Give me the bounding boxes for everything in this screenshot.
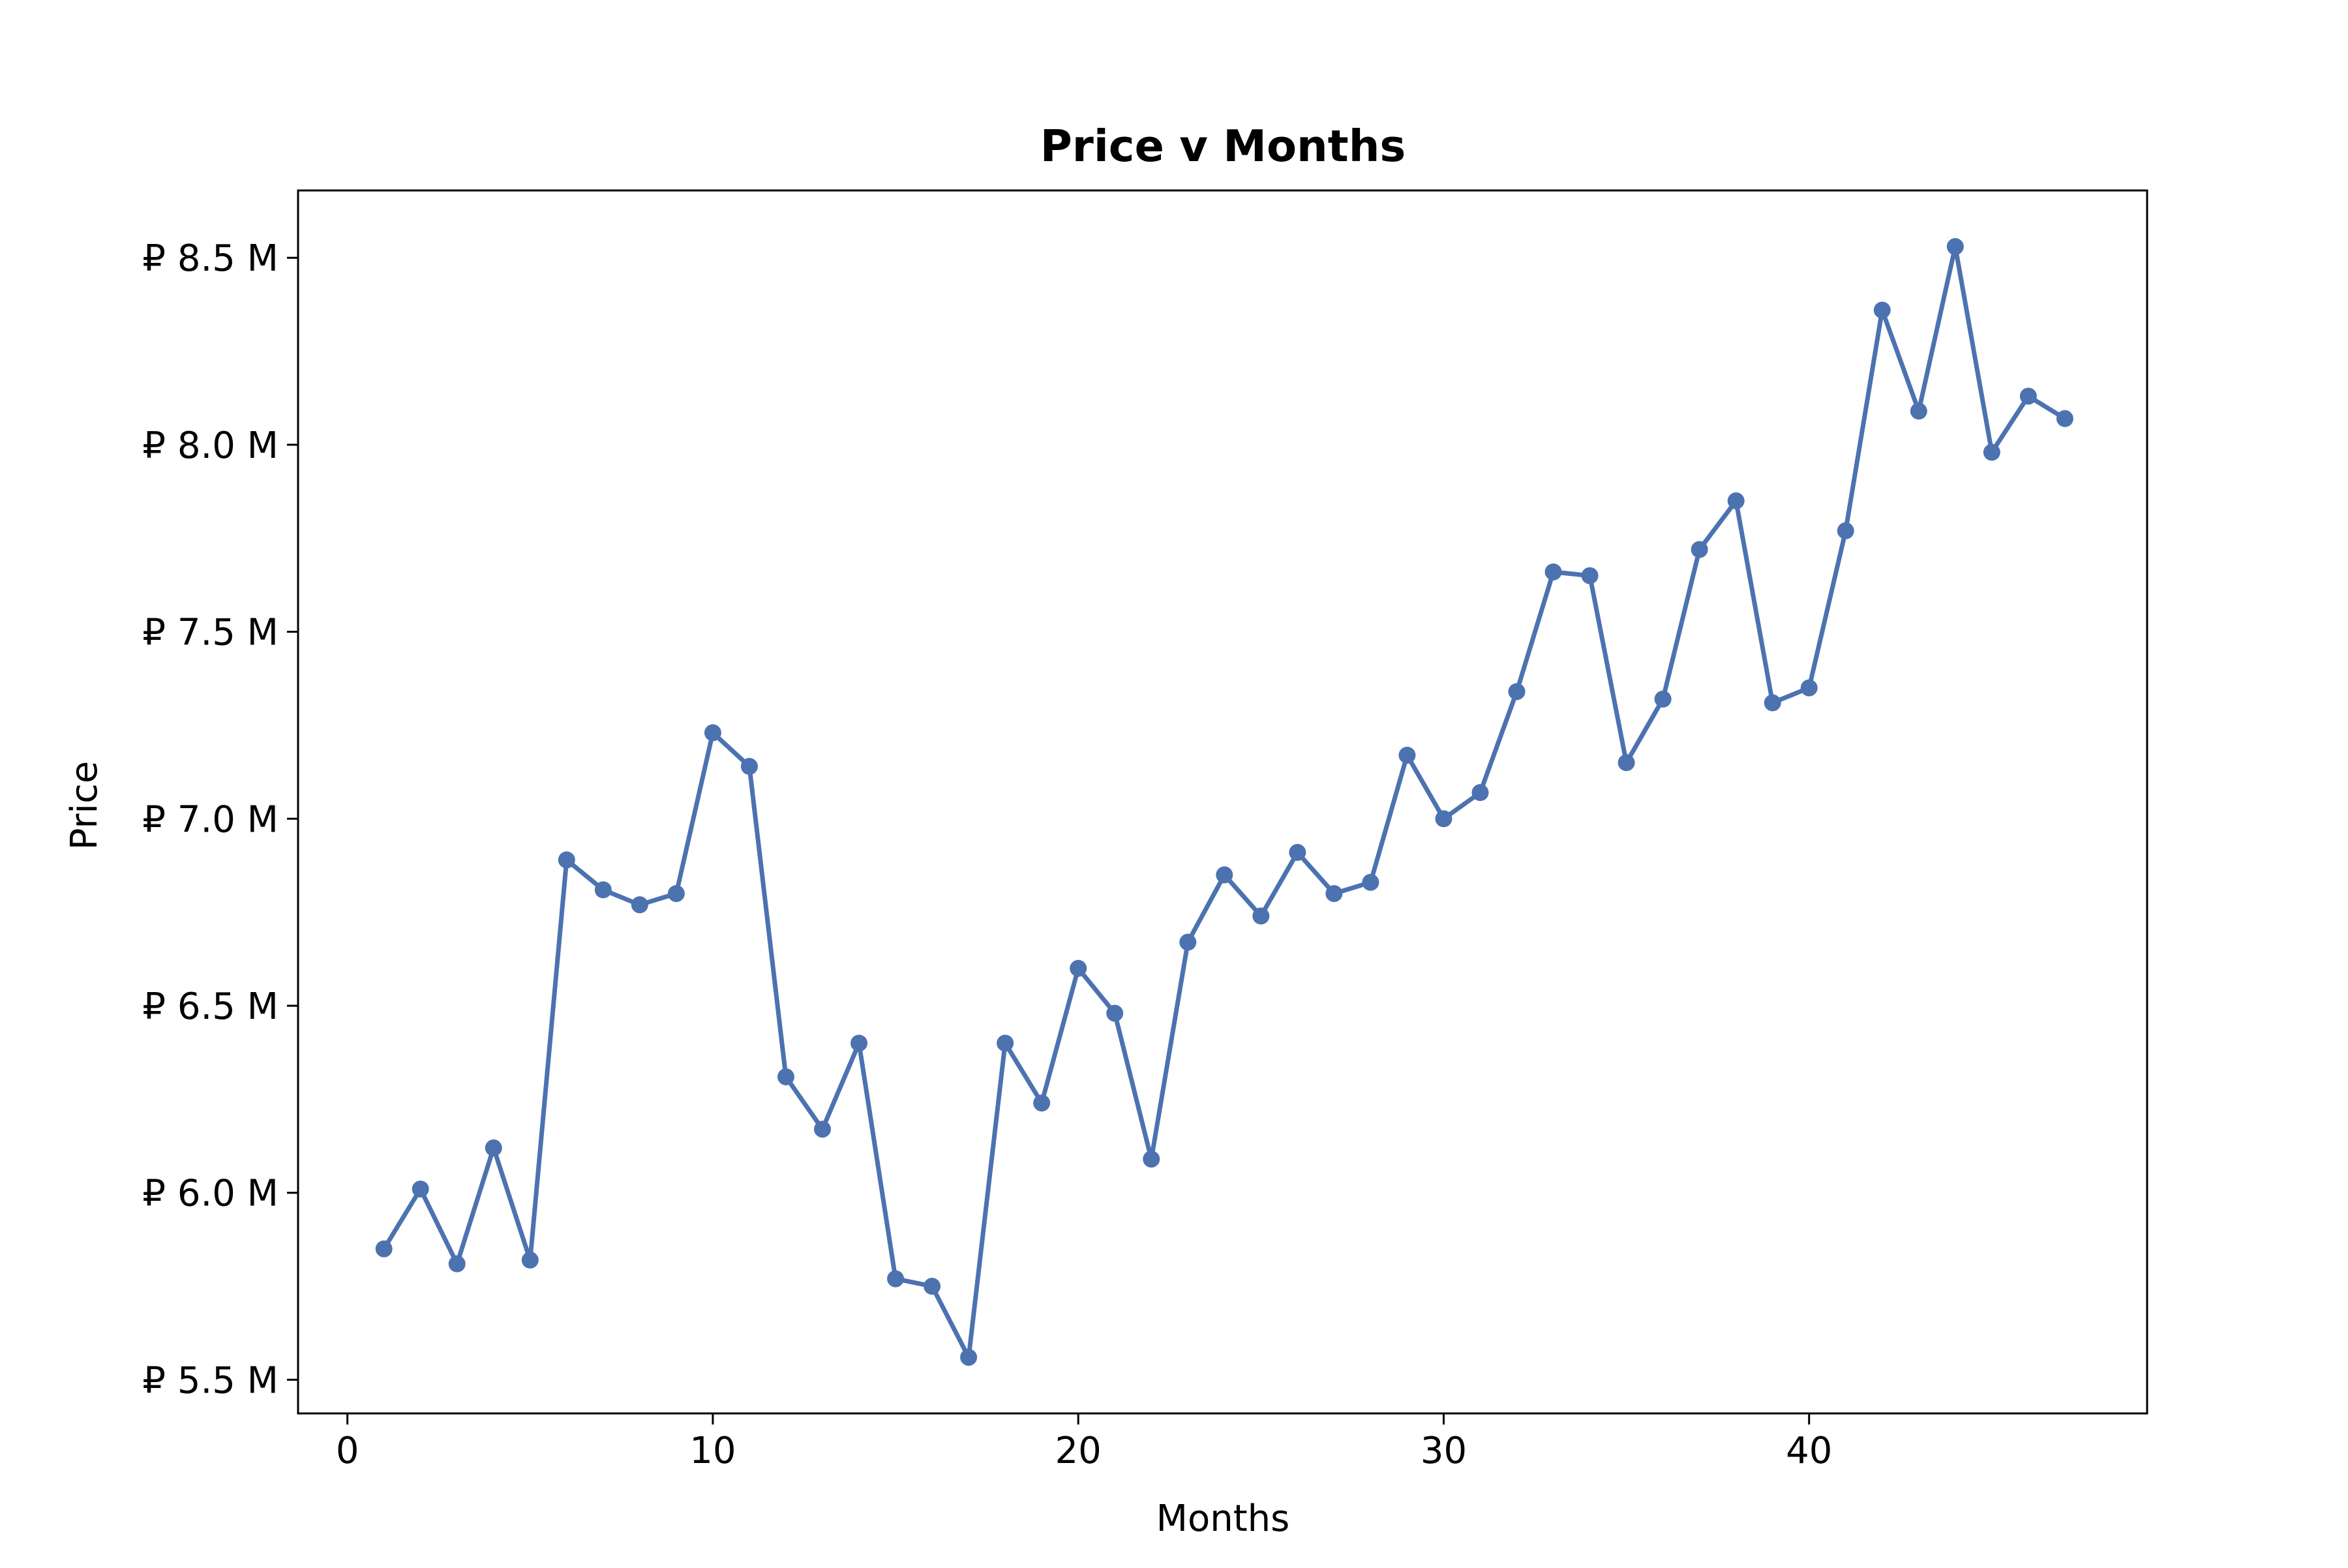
data-point [412, 1180, 429, 1198]
y-tick-label: ₽ 6.5 M [142, 986, 278, 1028]
data-point [1873, 301, 1891, 319]
data-point [1033, 1094, 1051, 1112]
data-point [375, 1240, 393, 1258]
data-point [1252, 907, 1270, 925]
data-point [1727, 492, 1745, 509]
y-tick-label: ₽ 7.0 M [142, 798, 278, 841]
data-point [924, 1278, 941, 1295]
chart-title: Price v Months [1040, 121, 1406, 172]
data-point [2019, 387, 2037, 405]
data-point [1691, 541, 1708, 558]
plot-frame [297, 189, 2148, 1415]
data-point [448, 1255, 466, 1273]
data-point [521, 1251, 539, 1269]
data-point [1070, 959, 1087, 977]
x-tick-label: 20 [1055, 1430, 1102, 1472]
data-point [2056, 410, 2073, 427]
y-tick-label: ₽ 8.5 M [142, 237, 278, 280]
data-point [1106, 1004, 1124, 1022]
data-point [594, 881, 612, 899]
data-point [1800, 679, 1818, 697]
data-point [1983, 444, 2000, 461]
y-tick-label: ₽ 7.5 M [142, 612, 278, 654]
data-point [887, 1270, 905, 1288]
data-point [1325, 884, 1343, 902]
data-point [1544, 563, 1562, 580]
data-point [1837, 522, 1854, 539]
y-tick-label: ₽ 6.0 M [142, 1173, 278, 1215]
data-point [485, 1139, 502, 1156]
data-point [558, 851, 575, 869]
x-axis-label: Months [1156, 1498, 1290, 1540]
data-point [1398, 746, 1416, 764]
data-point [704, 724, 721, 742]
data-point [850, 1034, 868, 1052]
y-tick-label: ₽ 8.0 M [142, 425, 278, 467]
data-point [1289, 843, 1306, 861]
y-axis: ₽ 5.5 M ₽ 6.0 M ₽ 6.5 M ₽ 7.0 M ₽ 7.5 M ₽ 8.0… [142, 237, 298, 1402]
data-point [740, 758, 758, 776]
x-tick-label: 10 [689, 1430, 736, 1472]
series-line [382, 244, 2068, 1360]
data-point [1362, 873, 1379, 891]
data-point [1654, 690, 1672, 708]
y-tick-label: ₽ 5.5 M [142, 1359, 278, 1402]
data-point [1910, 402, 1927, 420]
data-point [667, 884, 685, 902]
data-point [1508, 683, 1526, 701]
data-point [1581, 567, 1599, 584]
data-point [1435, 810, 1452, 828]
y-axis-label: Price [63, 761, 106, 851]
data-point [960, 1348, 978, 1366]
data-point [1179, 933, 1197, 951]
plot-area [375, 238, 2073, 1366]
x-tick-label: 30 [1421, 1430, 1467, 1472]
data-point [1471, 784, 1489, 802]
x-tick-label: 0 [336, 1430, 359, 1472]
data-point [1618, 754, 1635, 772]
data-point [997, 1034, 1014, 1052]
data-point [1216, 866, 1233, 884]
data-point [1143, 1151, 1160, 1168]
data-point [1946, 238, 1964, 256]
data-point [1764, 694, 1781, 712]
x-axis: 0 10 20 30 40 [336, 1413, 1832, 1472]
x-tick-label: 40 [1786, 1430, 1832, 1472]
data-point [631, 896, 648, 914]
data-point [814, 1121, 831, 1138]
data-point [777, 1068, 794, 1085]
